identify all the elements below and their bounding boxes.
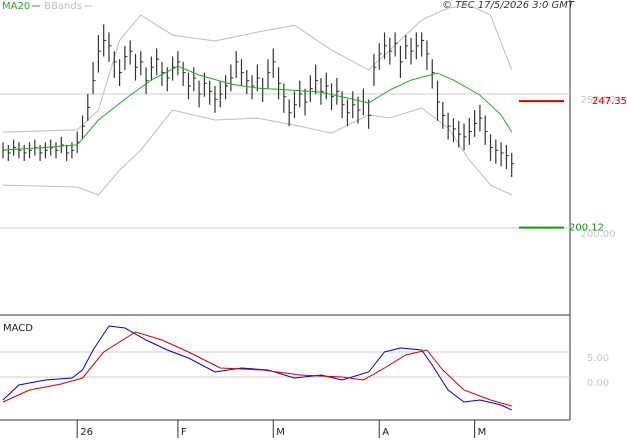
y-tick-label: 5.00 xyxy=(587,353,609,364)
y-tick-label: 200.00 xyxy=(581,229,616,240)
macd-line xyxy=(2,325,512,411)
x-tick-label: A xyxy=(382,427,389,438)
bband-lower xyxy=(2,107,512,196)
bband-upper xyxy=(2,4,513,133)
legend-label: MA20 xyxy=(2,1,30,12)
macd-title: MACD xyxy=(3,323,33,334)
legend-label: BBands xyxy=(44,1,82,12)
y-tick-label: 0.00 xyxy=(587,378,609,389)
x-tick-label: 26 xyxy=(80,427,93,438)
price-level-label: 200.12 xyxy=(569,223,604,234)
copyright: © TEC 17/5/2026 3:0 GMT xyxy=(442,0,575,11)
price-level-label: 247.35 xyxy=(592,96,627,107)
x-tick-label: F xyxy=(181,427,187,438)
x-tick-label: M xyxy=(276,427,285,438)
x-tick-label: M xyxy=(478,427,487,438)
macd-line xyxy=(2,331,512,407)
y-tick-label: 250.00 xyxy=(581,95,616,106)
ma-line xyxy=(2,65,513,151)
